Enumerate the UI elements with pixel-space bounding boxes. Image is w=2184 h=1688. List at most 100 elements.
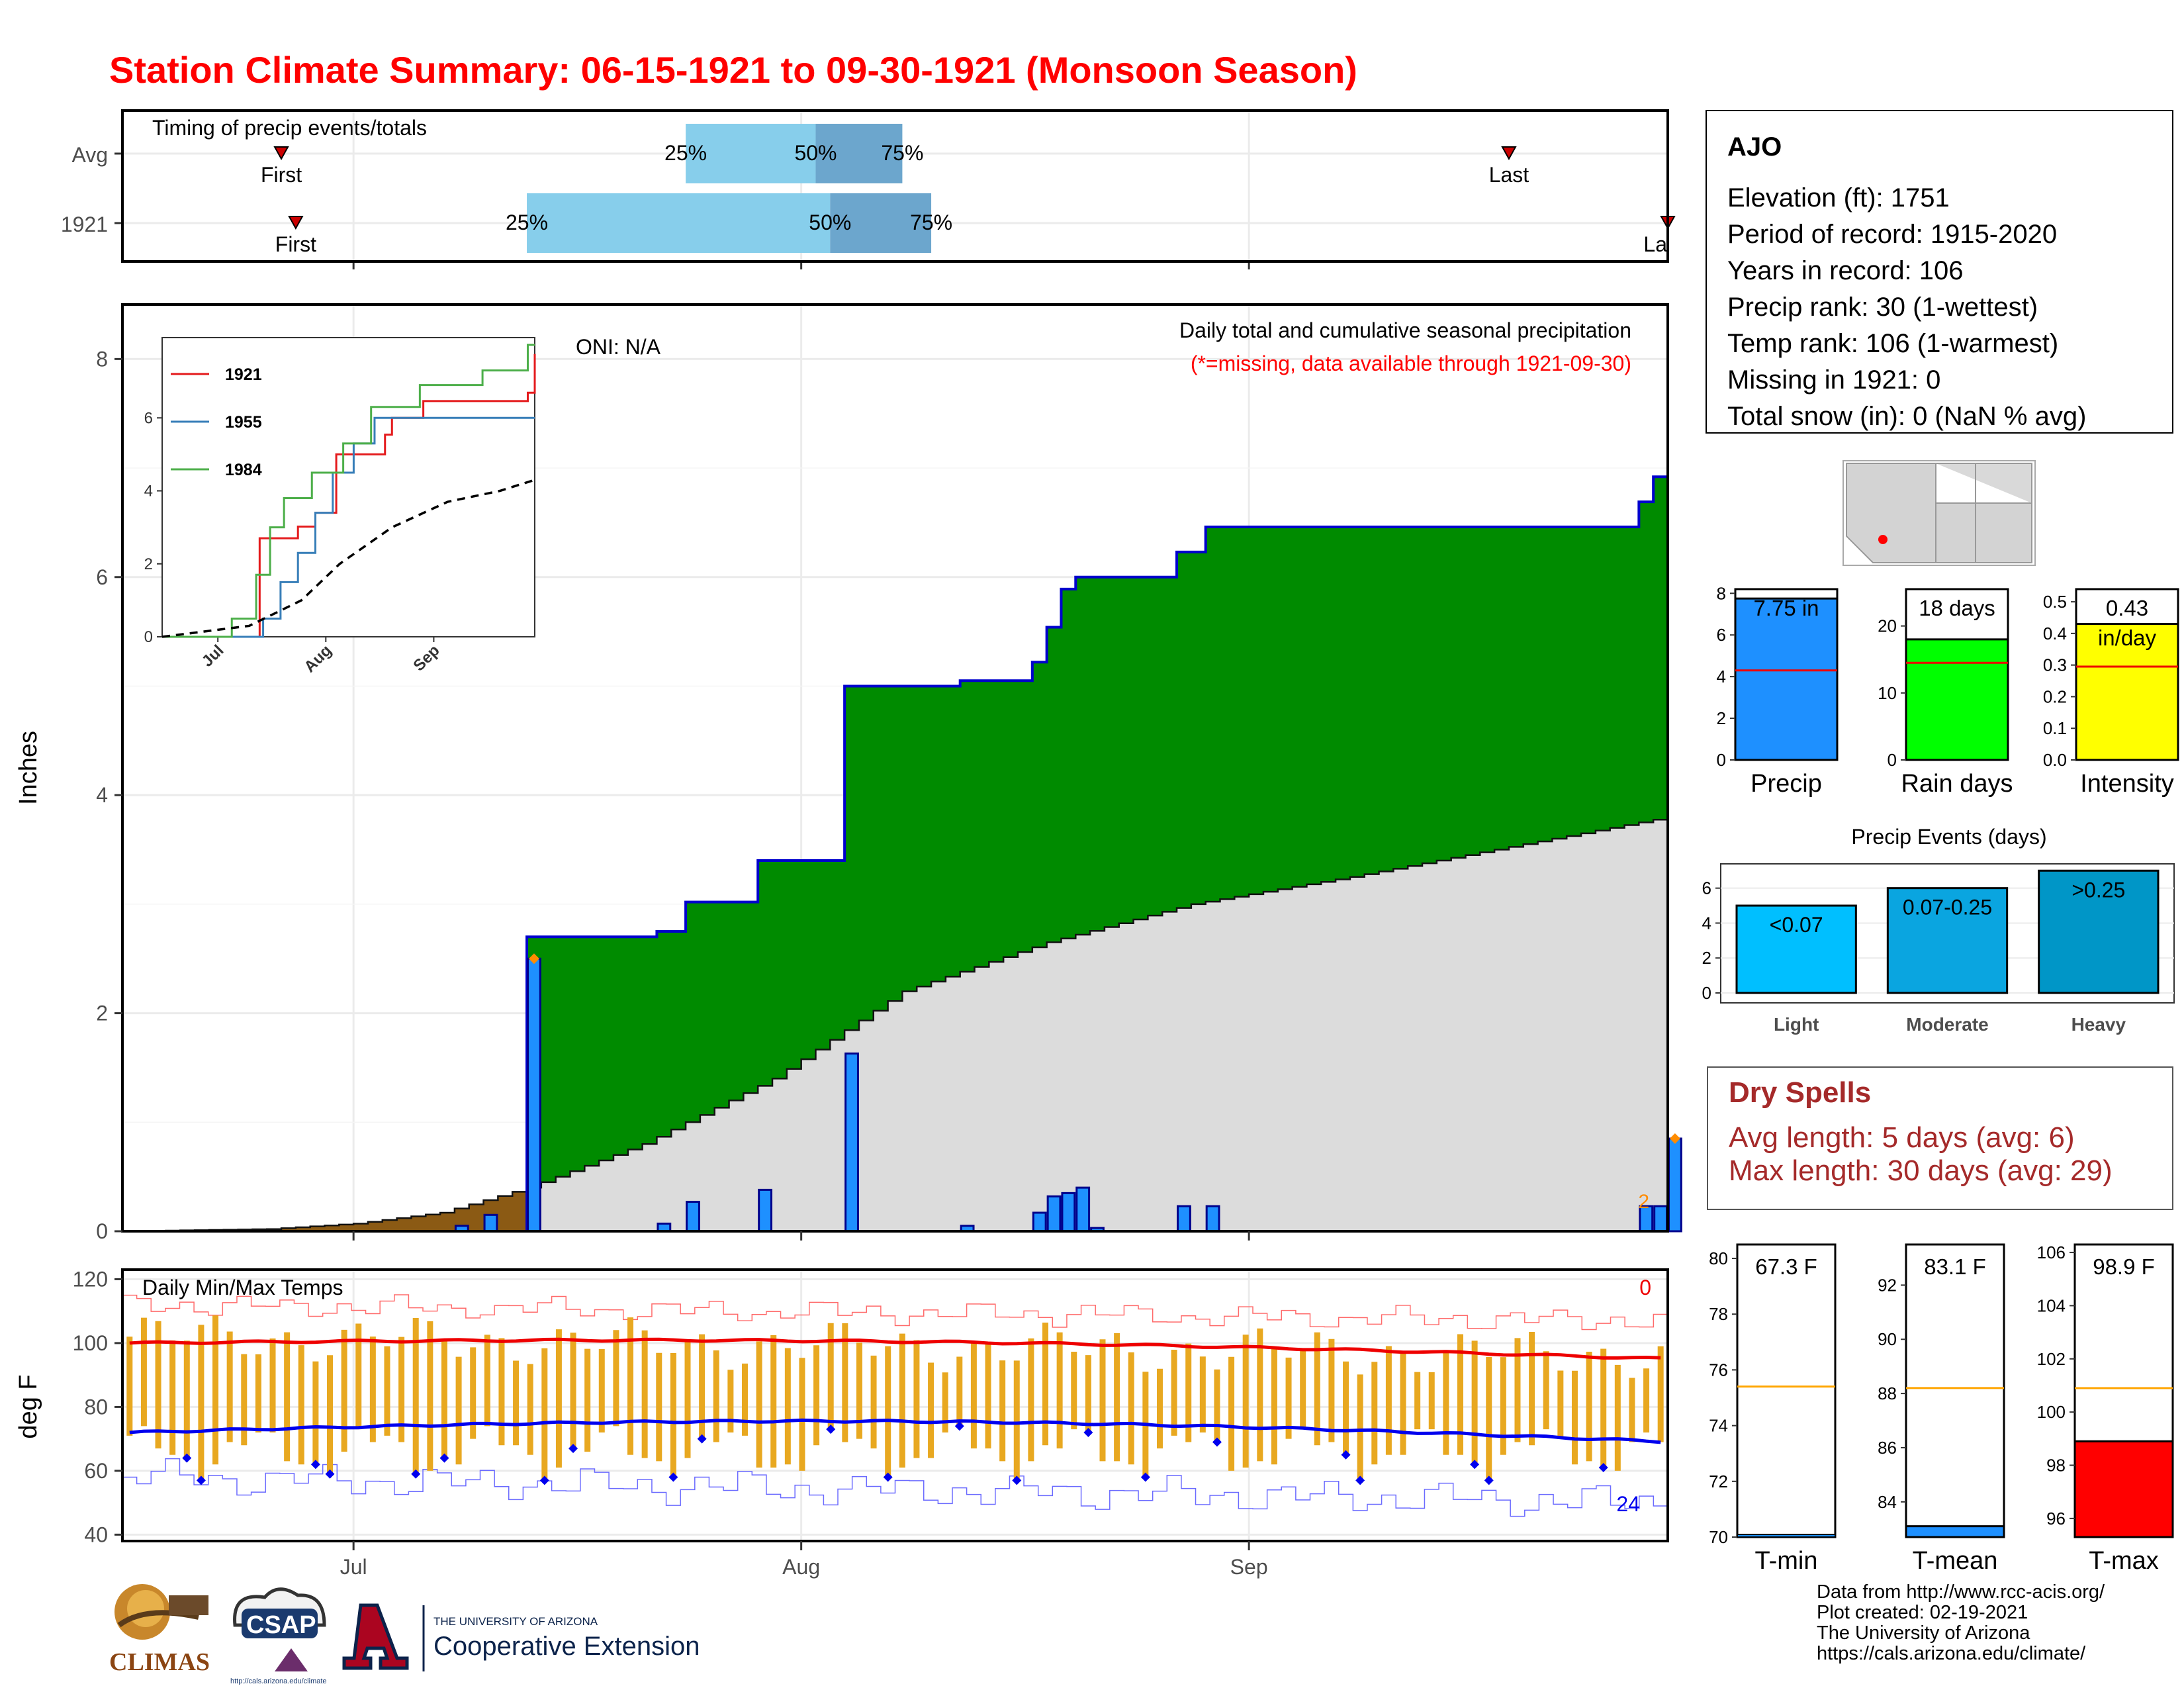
avg-cumulative-area <box>122 820 1668 1231</box>
record-low-marker <box>697 1434 707 1444</box>
temp-summary-ytick-label-2: 106 <box>2037 1243 2066 1262</box>
inset-ytick-label: 6 <box>144 409 153 427</box>
record-high-line <box>122 1294 1668 1331</box>
timing-pct-25: 25% <box>664 141 707 165</box>
precip-events-chart: Precip Events (days) 0 2 4 6 <0.07 Light 0.07-0… <box>1702 825 2175 1035</box>
record-low-marker <box>1012 1476 1022 1485</box>
temp-summary-bar-1 <box>1905 1525 2005 1538</box>
record-low-marker <box>569 1444 578 1454</box>
station-location-marker <box>1878 535 1888 544</box>
temp-xtick-label: Aug <box>782 1555 820 1579</box>
temp-summary-ytick-label-2: 100 <box>2037 1402 2066 1422</box>
summary-ytick-label-2: 0.5 <box>2043 592 2067 612</box>
record-low-marker <box>182 1453 192 1463</box>
timing-pct-75: 75% <box>881 141 923 165</box>
temp-panel-frame <box>121 1268 1669 1542</box>
summary-bar-1 <box>1905 638 2009 761</box>
daily-precip-bar <box>1061 1192 1076 1233</box>
credit-university: The University of Arizona <box>1817 1622 2030 1644</box>
temp-summary-ytick-label-2: 98 <box>2046 1456 2066 1476</box>
record-low-marker <box>1470 1460 1480 1470</box>
daily-precip-bar <box>1177 1205 1191 1233</box>
temp-summary-ytick-label-0: 70 <box>1709 1527 1728 1547</box>
summary-bars: 0 2 4 6 8 7.75 in Precip 0 10 20 18 days Rain days 0… <box>1717 583 2179 798</box>
inset-frame <box>161 337 535 637</box>
timing-pct-75: 75% <box>910 211 952 234</box>
summary-ytick-label-1: 10 <box>1878 683 1897 703</box>
events-title: Precip Events (days) <box>1851 825 2046 849</box>
credits: Data from http://www.rcc-acis.org/ Plot … <box>1817 1582 2174 1664</box>
inset-ytick-label: 2 <box>144 555 153 573</box>
station-period: Period of record: 1915-2020 <box>1727 220 2057 249</box>
station-precip-rank: Precip rank: 30 (1-wettest) <box>1727 293 2038 322</box>
inset-legend-label-1955: 1955 <box>225 413 262 432</box>
timing-last-label: La <box>1643 232 1667 256</box>
events-category-0: Light <box>1774 1014 1819 1035</box>
locator-map <box>1843 460 2036 566</box>
temp-summary-ytick-label-1: 84 <box>1878 1492 1897 1512</box>
temp-summary-value-2: 98.9 F <box>2093 1254 2155 1279</box>
csap-url: http://cals.arizona.edu/climate <box>230 1677 327 1685</box>
record-low-line <box>122 1458 1668 1517</box>
daily-precip-bar <box>1205 1205 1220 1233</box>
daily-precip-bar <box>844 1053 859 1233</box>
record-low-marker <box>439 1453 449 1463</box>
timing-q50-q75-bar <box>815 124 903 183</box>
station-info-box: AJO Elevation (ft): 1751 Period of recor… <box>1706 110 2173 434</box>
record-low-marker <box>325 1469 335 1479</box>
temp-xtick-label: Jul <box>340 1555 367 1579</box>
summary-bar-2 <box>2075 623 2179 761</box>
summary-value-label-0: 7.75 in <box>1753 596 1819 620</box>
logo-strip: CLIMAS CSAP http://cals.arizona.edu/clim… <box>106 1579 768 1688</box>
timing-first-marker <box>273 146 289 161</box>
station-snow: Total snow (in): 0 (NaN % avg) <box>1727 402 2086 431</box>
events-category-1: Moderate <box>1906 1014 1988 1035</box>
timing-pct-50: 50% <box>809 211 851 234</box>
timing-pct-25: 25% <box>506 211 548 234</box>
summary-ytick-label-1: 0 <box>1888 750 1897 770</box>
missing-note: (*=missing, data available through 1921-… <box>1191 352 1631 375</box>
dry-spells-title: Dry Spells <box>1729 1076 1871 1109</box>
csap-logo: CSAP http://cals.arizona.edu/climate <box>230 1587 327 1685</box>
events-bar-1 <box>1886 887 2009 994</box>
temp-summary-name-2: T-max <box>2089 1547 2159 1575</box>
temp-summary-name-0: T-min <box>1755 1547 1818 1575</box>
summary-ytick-label-0: 6 <box>1717 625 1726 645</box>
inset-legend-label-1984: 1984 <box>225 461 262 479</box>
timing-first-marker <box>288 216 304 230</box>
inset-ytick-label: 0 <box>144 628 153 646</box>
timing-row-avg: Avg <box>71 143 108 167</box>
precip-ytick-label: 4 <box>96 783 108 807</box>
summary-ytick-label-0: 0 <box>1717 750 1726 770</box>
temp-summary-ytick-label-1: 88 <box>1878 1383 1897 1403</box>
events-bar-0 <box>1735 904 1857 994</box>
daily-precip-bar <box>1075 1186 1091 1233</box>
credit-plot-date: Plot created: 02-19-2021 <box>1817 1602 2028 1623</box>
summary-name-2: Intensity <box>2080 770 2174 798</box>
temp-ytick-label: 40 <box>84 1523 108 1546</box>
record-low-marker <box>883 1472 893 1482</box>
record-low-marker <box>1341 1450 1351 1460</box>
precip-ytick-label: 6 <box>96 565 108 589</box>
temp-summary-ytick-label-0: 80 <box>1709 1248 1728 1268</box>
inset-line-1984 <box>162 344 535 638</box>
events-ytick-label: 2 <box>1702 948 1711 968</box>
temp-summary-ytick-label-2: 104 <box>2037 1295 2066 1315</box>
event-marker <box>528 953 539 964</box>
timing-last-label: Last <box>1489 163 1529 187</box>
timing-panel: Timing of precip events/totals Avg 1921 … <box>61 109 1676 269</box>
event-marker <box>1669 1133 1680 1144</box>
summary-ytick-label-2: 0.0 <box>2043 750 2067 770</box>
dry-spells-box: Dry Spells Avg length: 5 days (avg: 6) M… <box>1707 1066 2173 1210</box>
ua-small-text: THE UNIVERSITY OF ARIZONA <box>433 1615 598 1628</box>
record-low-marker <box>826 1425 836 1434</box>
precip-panel: 2 0 2 4 6 8 ONI: N/A Daily total and cumulative… <box>96 303 1682 1243</box>
temp-summary-ytick-label-2: 96 <box>2046 1509 2066 1528</box>
timing-first-label: First <box>275 232 316 256</box>
inset-avg-line <box>161 479 535 638</box>
events-ytick-label: 0 <box>1702 983 1711 1003</box>
temp-summary-ytick-label-0: 76 <box>1709 1360 1728 1380</box>
temp-summary-bars: 70 72 74 76 78 80 67.3 F T-min 84 86 88 90 92 83.1 F T… <box>1709 1243 2174 1575</box>
daily-precip-bar <box>1032 1211 1047 1233</box>
temp-ytick-label: 120 <box>73 1267 108 1291</box>
